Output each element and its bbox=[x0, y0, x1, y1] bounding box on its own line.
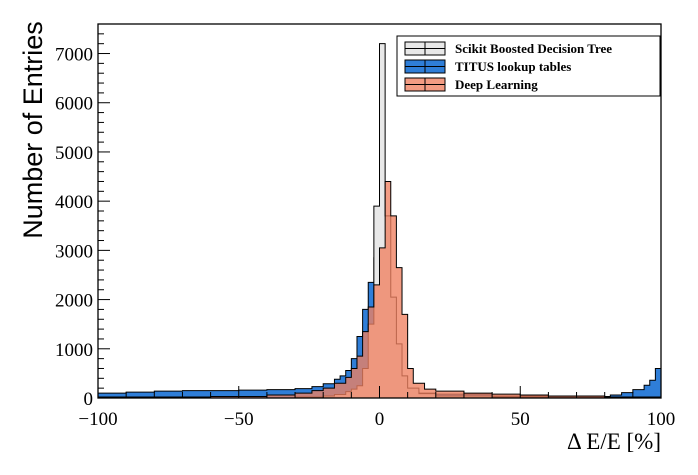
y-tick-label: 0 bbox=[84, 389, 94, 410]
y-tick-label: 4000 bbox=[55, 192, 93, 213]
y-tick-label: 3000 bbox=[55, 241, 93, 262]
legend-items: Scikit Boosted Decision Tree TITUS lookup… bbox=[404, 41, 612, 92]
x-tick-label: 0 bbox=[375, 409, 385, 430]
y-tick-label: 7000 bbox=[55, 45, 93, 66]
legend: Scikit Boosted Decision Tree TITUS lookup… bbox=[396, 35, 661, 97]
x-tick-label: 100 bbox=[647, 409, 676, 430]
x-axis-title: Δ E/E [%] bbox=[567, 429, 661, 454]
x-tick-label: −50 bbox=[224, 409, 254, 430]
y-tick-label: 5000 bbox=[55, 143, 93, 164]
legend-label: TITUS lookup tables bbox=[455, 59, 571, 74]
y-tick-label: 1000 bbox=[55, 340, 93, 361]
legend-label: Deep Learning bbox=[455, 77, 538, 92]
y-axis-title: Number of Entries bbox=[18, 21, 48, 239]
tick-labels-layer: −100 −50 0 50 100010002000300040005000600070… bbox=[55, 45, 675, 430]
y-tick-label: 2000 bbox=[55, 291, 93, 312]
x-tick-label: 50 bbox=[511, 409, 530, 430]
histogram-layer bbox=[97, 43, 662, 399]
legend-label: Scikit Boosted Decision Tree bbox=[455, 41, 612, 56]
ticks-layer bbox=[97, 33, 662, 399]
y-tick-label: 6000 bbox=[55, 94, 93, 115]
x-tick-label: −100 bbox=[78, 409, 117, 430]
